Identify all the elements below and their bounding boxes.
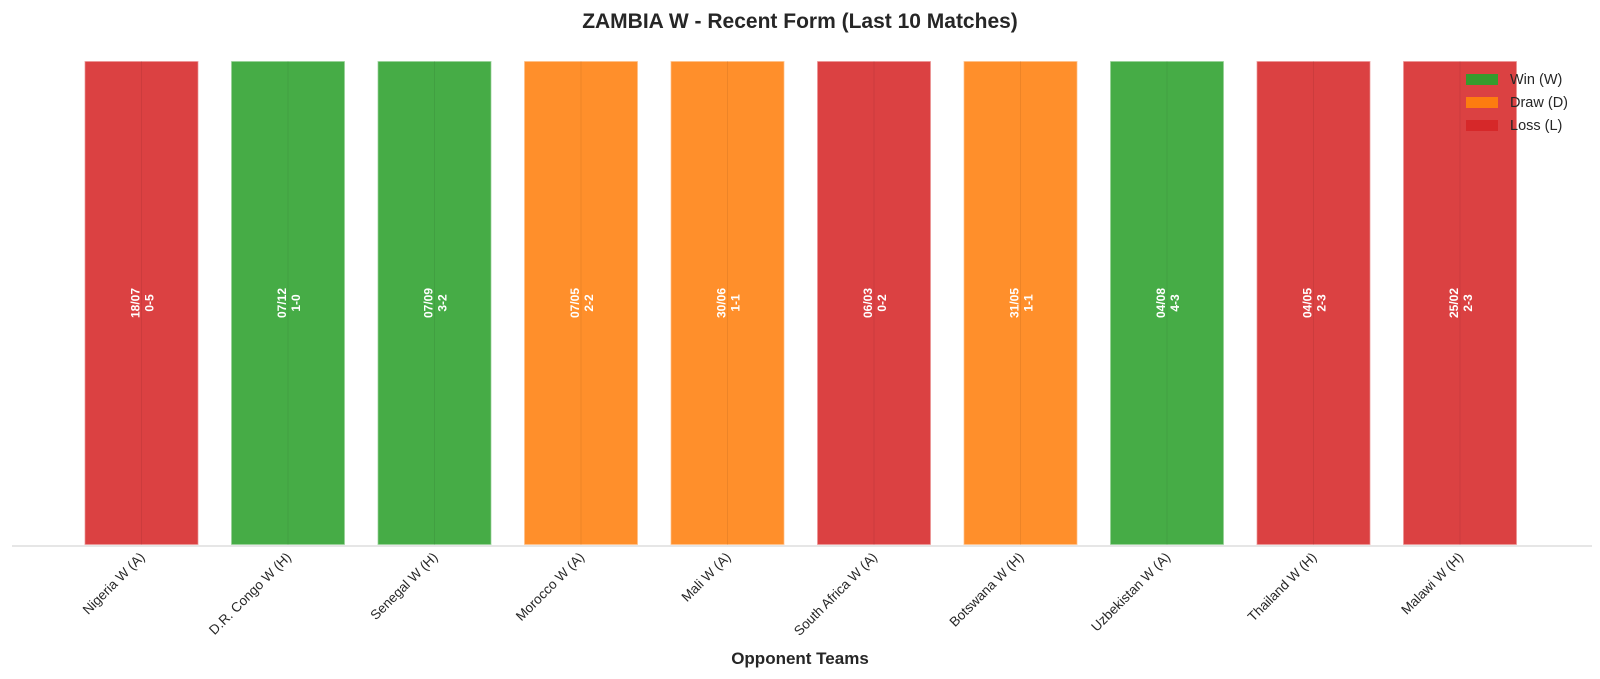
- bar-group: 07/121-0: [230, 60, 346, 546]
- bar-label-date: 07/12: [275, 288, 289, 318]
- bars-layer: 18/070-5 07/121-0 07/093-2 07/052-2 30/061-1…: [83, 60, 1518, 546]
- bar-group: 25/022-3: [1402, 60, 1518, 546]
- bar-label: 04/052-3: [1301, 288, 1329, 318]
- x-tick-label: Malawi W (H): [1398, 550, 1466, 618]
- bar-label-score: 0-2: [875, 294, 889, 312]
- bar-label: 31/051-1: [1008, 288, 1036, 318]
- bar-label-score: 3-2: [436, 294, 450, 312]
- legend-item: Loss (L): [1466, 118, 1562, 134]
- legend-swatch: [1466, 120, 1498, 131]
- x-tick-label: Botswana W (H): [947, 550, 1027, 630]
- bar-label: 07/093-2: [422, 288, 450, 318]
- bar-label-date: 31/05: [1008, 288, 1022, 318]
- bar-label-score: 1-1: [729, 294, 743, 312]
- legend-label: Loss (L): [1510, 118, 1562, 134]
- bar-group: 31/051-1: [962, 60, 1079, 546]
- bar-label-date: 07/09: [422, 288, 436, 318]
- bar: [230, 60, 346, 546]
- bar-label: 30/061-1: [715, 288, 743, 318]
- bar-label-score: 2-3: [1461, 294, 1475, 312]
- bar-group: 07/093-2: [376, 60, 493, 546]
- bar-label-date: 18/07: [129, 288, 143, 318]
- x-tick-label: Nigeria W (A): [80, 550, 148, 618]
- bar: [1402, 60, 1518, 546]
- legend-swatch: [1466, 74, 1498, 85]
- bar-group: 18/070-5: [83, 60, 200, 546]
- bar-label-date: 07/05: [568, 288, 582, 318]
- bar: [669, 60, 786, 546]
- x-tick-label: D.R. Congo W (H): [206, 550, 294, 638]
- bar-label-score: 2-3: [1315, 294, 1329, 312]
- x-tick-label: Mali W (A): [678, 550, 733, 605]
- legend: Win (W) Draw (D) Loss (L): [1466, 72, 1568, 134]
- bar-group: 07/052-2: [523, 60, 639, 546]
- bar: [523, 60, 639, 546]
- x-tick-label: Thailand W (H): [1245, 550, 1320, 625]
- bar-label-score: 1-1: [1022, 294, 1036, 312]
- chart-title: ZAMBIA W - Recent Form (Last 10 Matches): [582, 10, 1018, 33]
- bar: [83, 60, 200, 546]
- bar-label: 07/121-0: [275, 288, 303, 318]
- bar: [376, 60, 493, 546]
- x-tick-label: South Africa W (A): [791, 550, 880, 639]
- bar-label-score: 2-2: [582, 294, 596, 312]
- bar: [1109, 60, 1225, 546]
- bar-label-date: 04/05: [1301, 288, 1315, 318]
- bar-label: 18/070-5: [129, 288, 157, 318]
- bar-label: 06/030-2: [861, 288, 889, 318]
- bar-label-score: 1-0: [289, 294, 303, 312]
- bar-group: 30/061-1: [669, 60, 786, 546]
- bar-label-date: 25/02: [1447, 288, 1461, 318]
- bar-label: 25/022-3: [1447, 288, 1475, 318]
- bar-group: 04/052-3: [1255, 60, 1372, 546]
- bar-label-date: 04/08: [1154, 288, 1168, 318]
- legend-label: Draw (D): [1510, 95, 1568, 111]
- bar-label: 07/052-2: [568, 288, 596, 318]
- x-axis-label: Opponent Teams: [731, 649, 869, 668]
- bar-label: 04/084-3: [1154, 288, 1182, 318]
- x-tick-label: Uzbekistan W (A): [1088, 550, 1173, 635]
- legend-swatch: [1466, 97, 1498, 108]
- bar-label-score: 0-5: [143, 294, 157, 312]
- legend-item: Win (W): [1466, 72, 1562, 88]
- bar-group: 04/084-3: [1109, 60, 1225, 546]
- bar: [962, 60, 1079, 546]
- bar-label-date: 06/03: [861, 288, 875, 318]
- bar-label-date: 30/06: [715, 288, 729, 318]
- x-tick-label: Morocco W (A): [513, 550, 587, 624]
- x-tick-label: Senegal W (H): [367, 550, 440, 623]
- bar: [1255, 60, 1372, 546]
- bar: [816, 60, 932, 546]
- bar-group: 06/030-2: [816, 60, 932, 546]
- x-tick-labels: Nigeria W (A) D.R. Congo W (H) Senegal W (…: [80, 550, 1466, 639]
- legend-label: Win (W): [1510, 72, 1562, 88]
- bar-label-score: 4-3: [1168, 294, 1182, 312]
- legend-item: Draw (D): [1466, 95, 1568, 111]
